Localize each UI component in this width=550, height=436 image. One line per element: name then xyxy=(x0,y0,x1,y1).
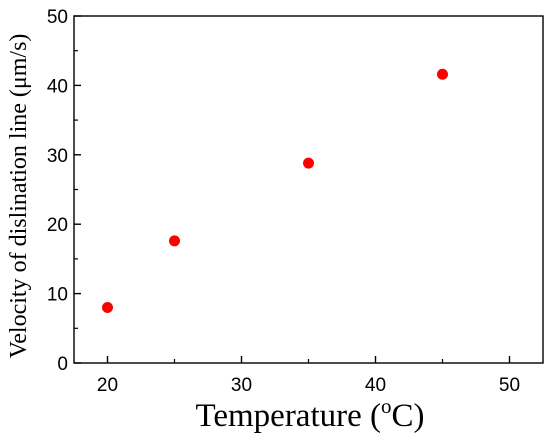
data-point xyxy=(303,157,314,169)
y-tick-label: 40 xyxy=(47,76,68,97)
x-axis-title-superscript: o xyxy=(381,394,392,418)
y-axis-ticks: 0 10 20 30 40 50 xyxy=(47,7,81,375)
y-tick-label: 30 xyxy=(47,146,68,167)
data-point xyxy=(169,235,180,247)
x-tick-label: 20 xyxy=(97,375,118,396)
x-axis-title-main: Temperature ( xyxy=(196,398,382,434)
x-axis-title: Temperature (oC) xyxy=(196,394,425,434)
data-point xyxy=(437,68,448,80)
y-tick-label: 20 xyxy=(47,215,68,236)
y-axis-title: Velocity of dislination line (μm/s) xyxy=(6,34,32,359)
data-points xyxy=(102,68,448,313)
x-tick-label: 40 xyxy=(365,375,386,396)
x-axis-title-suffix: C) xyxy=(392,398,425,434)
y-tick-label: 50 xyxy=(47,7,68,28)
x-tick-label: 30 xyxy=(231,375,252,396)
x-tick-label: 50 xyxy=(499,375,520,396)
y-tick-label: 0 xyxy=(57,354,68,375)
plot-frame xyxy=(73,15,544,364)
x-axis-ticks: 20 30 40 50 xyxy=(97,356,520,396)
y-tick-label: 10 xyxy=(47,285,68,306)
data-point xyxy=(102,301,113,313)
plot-area-border xyxy=(73,15,544,364)
